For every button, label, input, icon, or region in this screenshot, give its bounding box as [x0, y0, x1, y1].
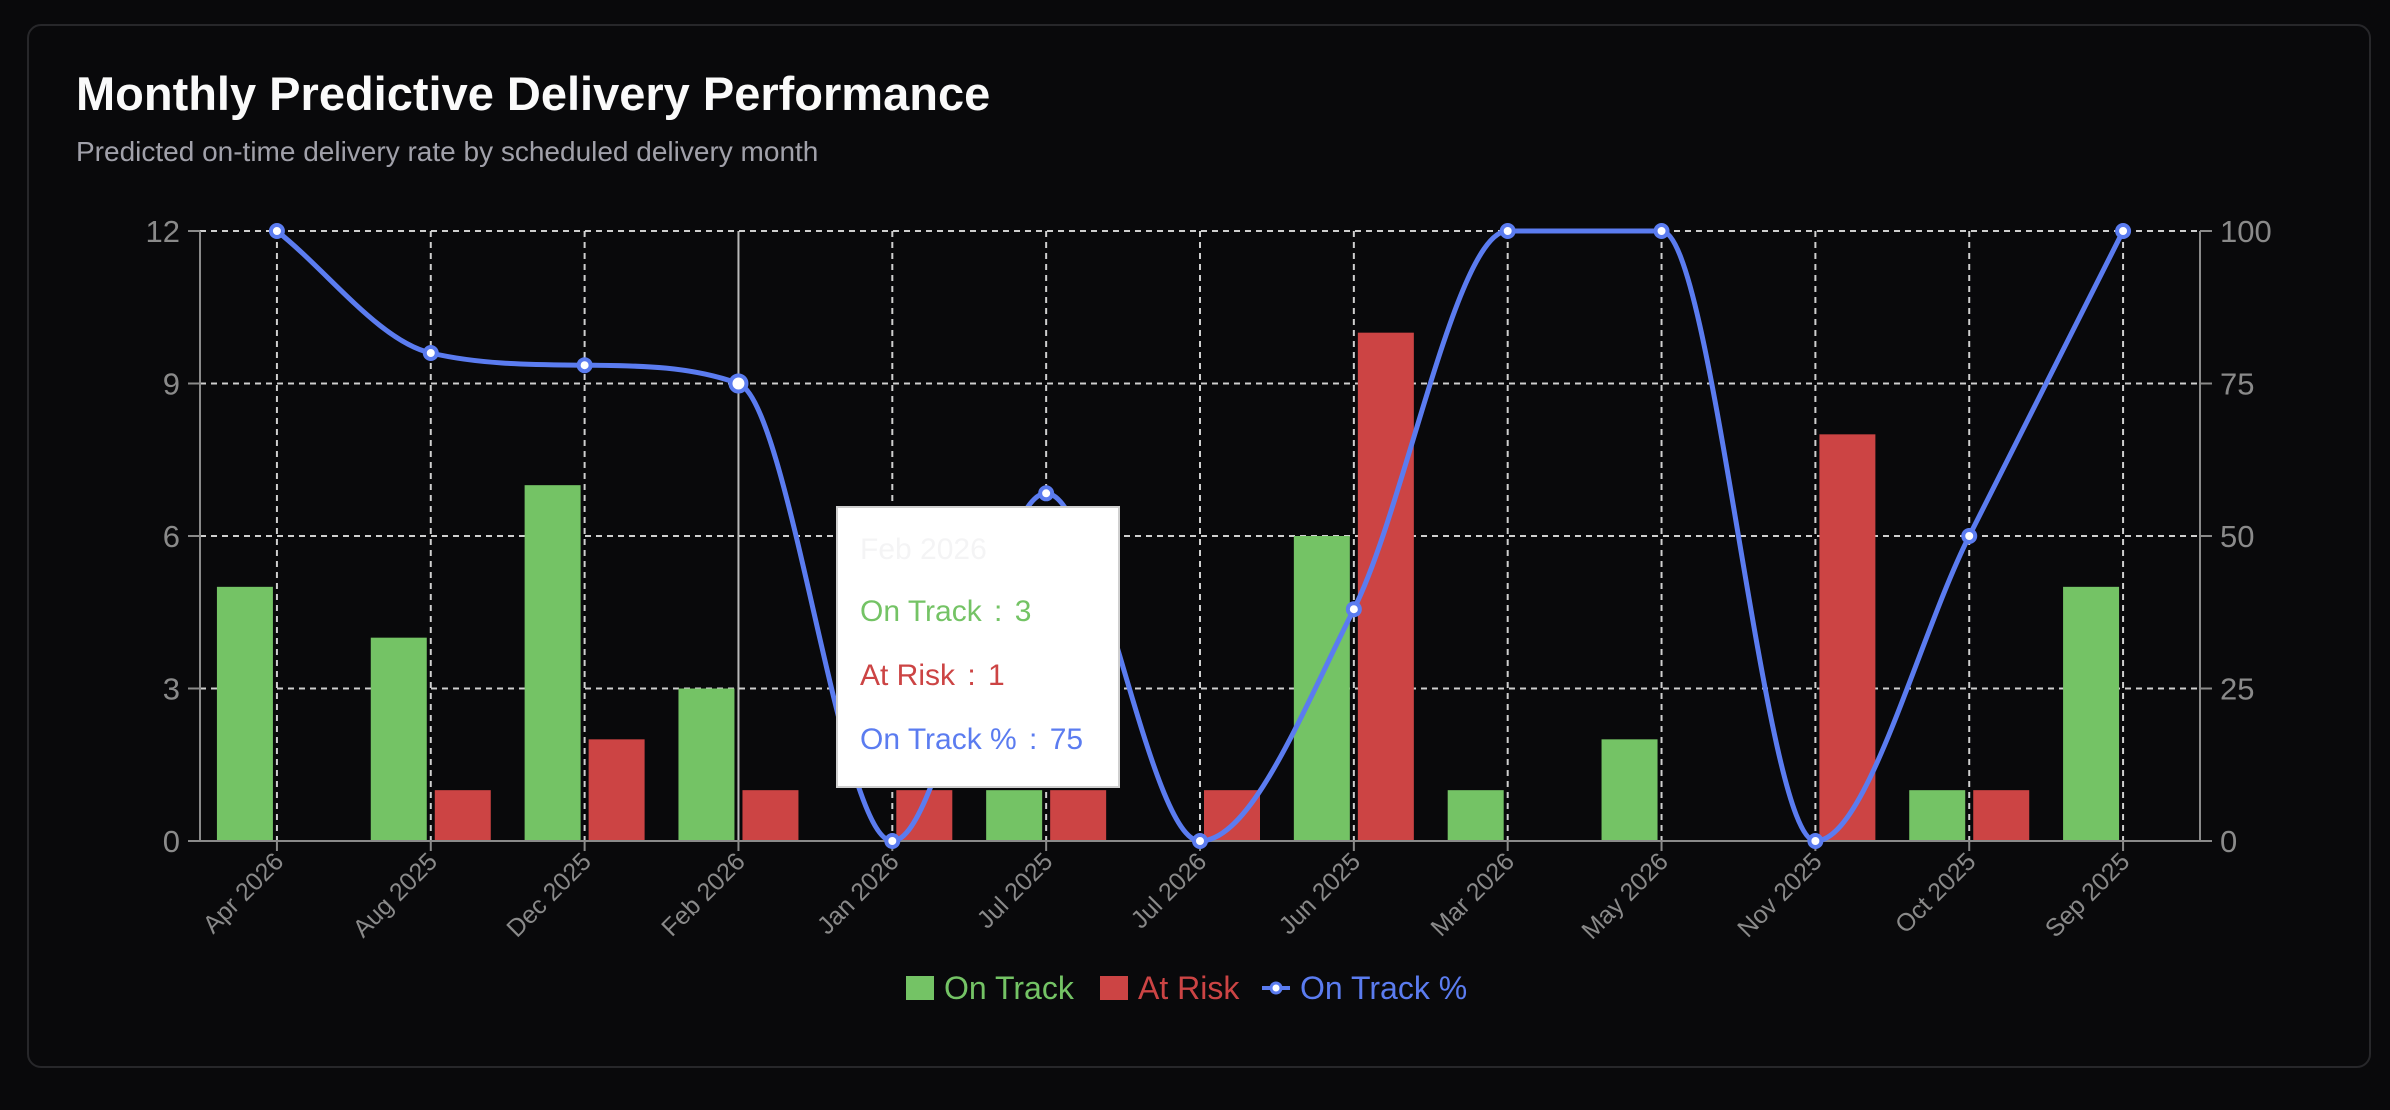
tooltip-row-on-track-pct: On Track % : 75 — [860, 723, 1084, 756]
tooltip-label: At Risk — [860, 659, 956, 692]
x-tick-label: Mar 2026 — [1425, 847, 1519, 941]
bar-on-track — [216, 586, 273, 841]
legend-on-track: On Track — [906, 970, 1075, 1006]
y-right-tick-label: 100 — [2220, 214, 2272, 249]
on-track-pct-point — [728, 373, 749, 394]
bars-layer — [216, 332, 2120, 841]
x-tick-label: May 2026 — [1576, 847, 1673, 944]
hover-tooltip: Feb 2026 On Track : 3 At Risk : 1 On Tra… — [836, 506, 1120, 788]
on-track-pct-point — [884, 833, 901, 849]
on-track-pct-point — [1499, 223, 1516, 239]
legend-label: On Track % — [1300, 970, 1467, 1006]
tooltip-value: 75 — [1049, 723, 1084, 756]
legend-swatch-point — [1269, 981, 1283, 995]
legend-label: At Risk — [1138, 970, 1240, 1006]
bar-on-track — [524, 485, 581, 841]
grid-lines — [200, 230, 2200, 842]
legend-at-risk: At Risk — [1100, 970, 1240, 1006]
x-tick-label: Feb 2026 — [656, 847, 750, 941]
legend: On Track At Risk On Track % — [906, 970, 1467, 1006]
y-right-tick-label: 50 — [2220, 519, 2254, 554]
y-left-tick-label: 6 — [163, 519, 180, 554]
on-track-pct-point — [1961, 528, 1978, 544]
x-tick-label: Nov 2025 — [1732, 847, 1827, 942]
bar-at-risk — [1973, 790, 2030, 841]
bar-on-track — [1601, 739, 1658, 841]
bar-on-track — [1909, 790, 1966, 841]
on-track-pct-point — [1807, 833, 1824, 849]
on-track-pct-point — [576, 357, 593, 374]
bar-at-risk — [1050, 790, 1107, 841]
tooltip-row-on-track: On Track : 3 — [860, 595, 1032, 628]
tooltip-label: On Track — [860, 595, 982, 628]
x-tick-label: Dec 2025 — [501, 847, 596, 942]
y-left-tick-label: 3 — [163, 672, 180, 707]
bar-at-risk — [434, 790, 491, 841]
on-track-pct-point — [1653, 223, 1670, 239]
chart-subtitle: Predicted on-time delivery rate by sched… — [76, 136, 819, 167]
bar-on-track — [1447, 790, 1504, 841]
y-left-tick-label: 12 — [146, 214, 180, 249]
x-tick-label: Jun 2025 — [1274, 847, 1367, 940]
bar-on-track — [678, 688, 735, 841]
on-track-pct-point — [2115, 223, 2132, 239]
on-track-pct-point — [422, 345, 439, 361]
y-right-tick-label: 25 — [2220, 672, 2254, 707]
x-tick-label: Jan 2026 — [812, 847, 905, 940]
tooltip-title: Feb 2026 — [860, 533, 987, 566]
bar-at-risk — [1204, 790, 1260, 841]
chart-title: Monthly Predictive Delivery Performance — [76, 67, 991, 120]
y-left-tick-label: 9 — [163, 367, 180, 402]
x-tick-label: Sep 2025 — [2040, 847, 2135, 942]
tooltip-value: 3 — [1014, 595, 1032, 628]
tooltip-row-at-risk: At Risk : 1 — [860, 659, 1005, 692]
on-track-pct-line-layer — [268, 223, 2132, 849]
y-right-tick-label: 0 — [2220, 824, 2237, 859]
y-left-tick-label: 0 — [163, 824, 180, 859]
bar-at-risk — [588, 739, 645, 841]
bar-at-risk — [1357, 332, 1414, 841]
tooltip-label: On Track % — [860, 723, 1017, 756]
bar-on-track — [1293, 536, 1350, 841]
x-tick-label: Jul 2026 — [1126, 847, 1213, 934]
tooltip-value: 1 — [988, 659, 1005, 692]
bar-on-track — [2063, 586, 2120, 841]
legend-on-track-pct: On Track % — [1262, 970, 1467, 1006]
on-track-pct-point — [1038, 485, 1055, 502]
x-tick-label: Jul 2025 — [972, 847, 1059, 934]
legend-label: On Track — [944, 970, 1075, 1006]
x-tick-label: Apr 2026 — [198, 847, 290, 939]
x-tick-label: Oct 2025 — [1890, 847, 1982, 939]
bar-at-risk — [1819, 434, 1876, 841]
bar-on-track — [370, 637, 427, 841]
legend-swatch — [1100, 976, 1128, 1000]
bar-on-track — [986, 790, 1043, 841]
on-track-pct-point — [1192, 833, 1208, 849]
legend-swatch — [906, 976, 934, 1000]
bar-at-risk — [742, 790, 799, 841]
x-tick-label: Aug 2025 — [348, 847, 443, 942]
y-right-tick-label: 75 — [2220, 367, 2254, 402]
on-track-pct-point — [1345, 601, 1362, 618]
on-track-pct-point — [268, 223, 285, 239]
chart-card — [27, 24, 2371, 1068]
